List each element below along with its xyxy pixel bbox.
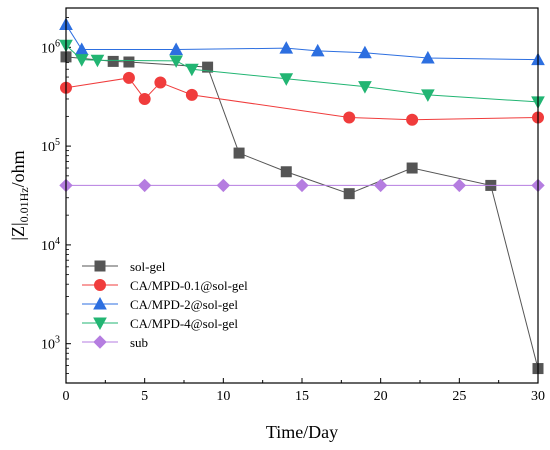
data-point [279, 73, 294, 86]
data-point [233, 147, 245, 159]
data-point [107, 55, 119, 67]
legend-marker [94, 279, 106, 291]
x-tick-label: 20 [374, 389, 388, 404]
data-point [123, 56, 135, 68]
legend-label: sub [130, 335, 148, 350]
data-point [295, 178, 309, 193]
y-tick-labels: 103 104 105 106 [41, 38, 60, 352]
data-point [122, 71, 135, 84]
legend-label: CA/MPD-0.1@sol-gel [130, 278, 248, 293]
legend-label: CA/MPD-2@sol-gel [130, 297, 238, 312]
legend-item: CA/MPD-4@sol-gel [82, 316, 238, 331]
legend-item: CA/MPD-2@sol-gel [82, 296, 238, 312]
y-axis-label-unit: /ohm [8, 150, 28, 187]
data-point [185, 88, 198, 101]
data-point [421, 50, 435, 64]
data-point [358, 45, 372, 59]
data-point [421, 89, 435, 102]
data-point [74, 54, 89, 67]
series-1 [60, 71, 544, 126]
data-point [343, 111, 356, 124]
data-point [406, 113, 419, 126]
data-point [185, 63, 199, 77]
y-tick-label: 105 [41, 137, 60, 155]
x-tick-labels: 0 5 10 15 20 25 30 [63, 389, 546, 404]
data-point [280, 166, 292, 178]
data-point [202, 61, 214, 73]
legend: sol-gel CA/MPD-0.1@sol-gel CA/MPD-2@sol-ge… [82, 259, 248, 350]
legend-item: CA/MPD-0.1@sol-gel [82, 278, 248, 293]
series-layer [59, 17, 545, 375]
plot-frame [65, 7, 539, 384]
y-axis-label: |Z|0.01Hz/ohm [8, 150, 31, 240]
legend-item: sol-gel [82, 259, 166, 274]
data-point [169, 42, 183, 56]
legend-marker [94, 260, 106, 272]
y-axis-label-subscript: 0.01Hz [17, 187, 31, 222]
legend-marker [93, 296, 107, 310]
legend-marker [93, 335, 107, 349]
x-tick-label: 5 [141, 389, 148, 404]
series-line [65, 56, 539, 369]
data-point [358, 81, 372, 94]
data-point [154, 76, 167, 89]
data-point [373, 178, 388, 193]
legend-label: sol-gel [130, 259, 166, 274]
series-line [65, 24, 539, 61]
x-tick-label: 0 [63, 389, 70, 404]
y-axis-label-main: |Z| [8, 222, 28, 240]
x-tick-label: 15 [295, 389, 309, 404]
data-point [279, 41, 294, 54]
y-tick-label: 104 [41, 236, 60, 254]
series-line [65, 44, 539, 103]
data-point [169, 55, 183, 68]
data-point [137, 178, 152, 193]
data-point [90, 54, 105, 68]
data-point [216, 178, 231, 193]
x-tick-label: 25 [452, 389, 466, 404]
data-point [138, 92, 151, 105]
legend-label: CA/MPD-4@sol-gel [130, 316, 238, 331]
data-point [343, 188, 355, 200]
y-tick-label: 103 [41, 335, 60, 353]
x-tick-label: 30 [531, 389, 545, 404]
series-line [65, 77, 539, 121]
series-4 [59, 178, 545, 193]
data-point [406, 162, 418, 174]
x-tick-label: 10 [216, 389, 230, 404]
x-axis-label: Time/Day [266, 422, 338, 442]
legend-marker [93, 317, 107, 331]
data-point [452, 178, 467, 193]
y-tick-label: 106 [41, 38, 60, 56]
legend-item: sub [82, 335, 148, 350]
data-point [310, 43, 325, 57]
